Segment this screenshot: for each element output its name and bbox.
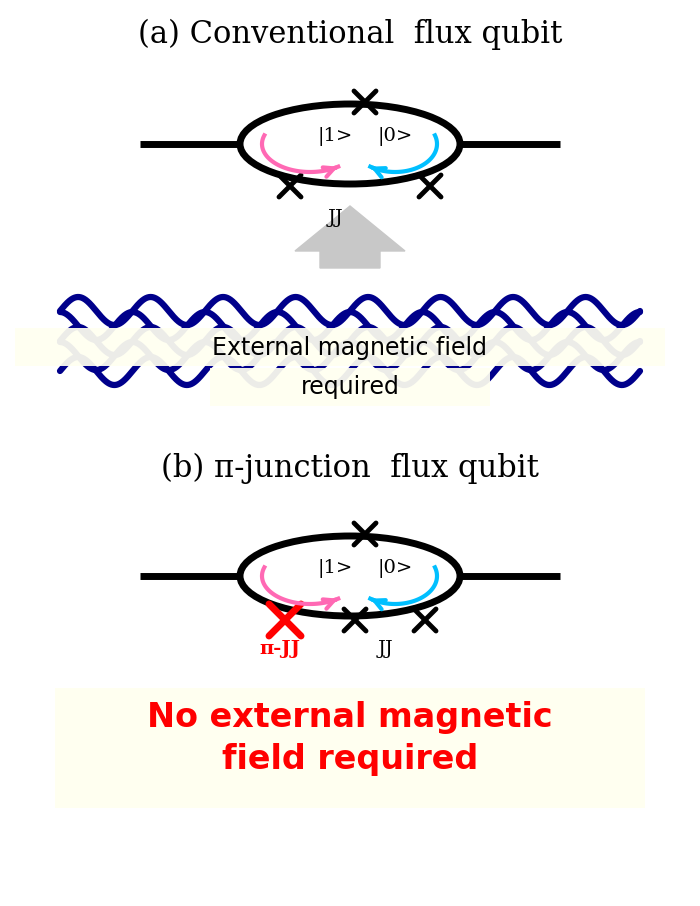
Text: No external magnetic: No external magnetic	[147, 701, 553, 735]
Text: |0>: |0>	[377, 127, 412, 146]
Text: External magnetic field: External magnetic field	[213, 336, 487, 360]
FancyBboxPatch shape	[55, 688, 645, 808]
Text: field required: field required	[222, 743, 478, 776]
FancyBboxPatch shape	[15, 328, 665, 366]
Text: required: required	[300, 375, 400, 399]
Text: |1>: |1>	[317, 127, 353, 146]
FancyArrow shape	[295, 206, 405, 268]
Text: π-JJ: π-JJ	[260, 640, 300, 658]
Text: |0>: |0>	[377, 558, 412, 577]
Text: |1>: |1>	[317, 558, 353, 577]
Text: (b) π-junction  flux qubit: (b) π-junction flux qubit	[161, 453, 539, 484]
Text: JJ: JJ	[327, 209, 343, 227]
Text: (a) Conventional  flux qubit: (a) Conventional flux qubit	[138, 19, 562, 50]
Text: JJ: JJ	[377, 640, 393, 658]
FancyBboxPatch shape	[210, 368, 490, 406]
